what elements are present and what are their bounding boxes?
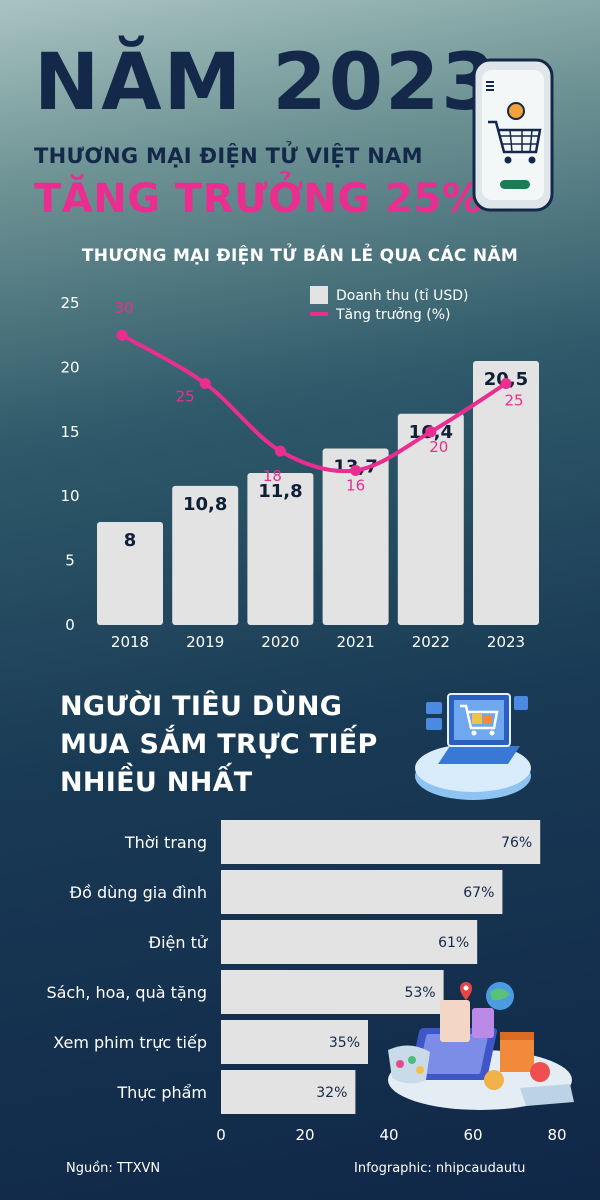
y-tick-label: 15 [60, 423, 79, 441]
growth-point [199, 378, 211, 389]
section2-title-line2: MUA SẮM TRỰC TIẾP [60, 729, 378, 760]
footer-credit: Infographic: nhipcaudautu [354, 1161, 526, 1176]
category-label: Sách, hoa, quà tặng [46, 983, 207, 1002]
growth-data-label: 25 [176, 388, 195, 406]
category-bar [221, 920, 478, 964]
revenue-bar [397, 413, 464, 625]
online-shopping-laptop-icon [415, 693, 531, 800]
main-title: NĂM 2023 [34, 38, 498, 128]
growth-point [350, 464, 362, 476]
revenue-bar [247, 473, 314, 625]
x-tick-label: 2018 [111, 633, 149, 651]
section2-title: NGƯỜI TIÊU DÙNG MUA SẮM TRỰC TIẾP NHIỀU … [60, 688, 420, 802]
x-tick-label: 2023 [487, 633, 525, 651]
ecommerce-shopping-icon [388, 982, 574, 1110]
growth-point [425, 426, 437, 438]
growth-data-label: 18 [263, 467, 282, 485]
legend-label-growth: Tăng trưởng (%) [335, 307, 450, 323]
category-label: Đồ dùng gia đình [70, 883, 207, 902]
category-bar [221, 1020, 368, 1064]
x-tick-label: 40 [379, 1126, 398, 1142]
subtitle: THƯƠNG MẠI ĐIỆN TỬ VIỆT NAM [34, 144, 423, 168]
category-data-label: 32% [316, 1085, 347, 1101]
x-tick-label: 60 [463, 1126, 482, 1142]
y-tick-label: 25 [60, 294, 79, 312]
growth-point [116, 329, 128, 341]
category-data-label: 35% [329, 1035, 360, 1051]
y-tick-label: 5 [65, 552, 75, 570]
revenue-data-label: 8 [124, 530, 137, 551]
growth-data-label: 20 [429, 438, 448, 456]
revenue-bar [322, 448, 389, 625]
chart1-title: THƯƠNG MẠI ĐIỆN TỬ BÁN LẺ QUA CÁC NĂM [81, 246, 519, 266]
revenue-data-label: 10,8 [183, 494, 227, 515]
category-data-label: 76% [501, 835, 532, 851]
x-tick-label: 2020 [261, 633, 299, 651]
growth-line [120, 333, 508, 474]
section2-title-line1: NGƯỜI TIÊU DÙNG [60, 691, 343, 722]
category-bar [221, 970, 444, 1014]
growth-data-label: 25 [504, 392, 523, 410]
category-data-label: 67% [463, 885, 494, 901]
x-tick-label: 0 [216, 1126, 226, 1142]
revenue-growth-chart: 0510152025810,811,813,716,420,5201820192… [60, 286, 539, 651]
growth-data-label: 16 [346, 476, 365, 494]
y-tick-label: 10 [60, 487, 79, 505]
revenue-bar [172, 485, 239, 625]
y-tick-label: 20 [60, 358, 79, 376]
y-tick-label: 0 [65, 616, 75, 634]
consumer-category-chart: Thời trang 76% Đồ dùng gia đình 67% Điện tử 6… [46, 820, 567, 1142]
footer-source: Nguồn: TTXVN [66, 1161, 161, 1176]
legend-swatch-revenue [310, 286, 328, 304]
category-label: Thời trang [124, 833, 207, 852]
revenue-bar [97, 521, 163, 625]
revenue-bar [473, 360, 539, 625]
x-tick-label: 2022 [412, 633, 450, 651]
x-tick-label: 20 [295, 1126, 314, 1142]
x-tick-label: 2019 [186, 633, 224, 651]
section2-title-line3: NHIỀU NHẤT [60, 767, 253, 798]
growth-data-label: 30 [114, 299, 133, 317]
shopping-phone-icon [472, 58, 554, 212]
legend-label-revenue: Doanh thu (tỉ USD) [336, 288, 468, 304]
category-bar [221, 820, 541, 864]
revenue-data-label: 11,8 [258, 481, 302, 502]
category-label: Thực phẩm [116, 1083, 207, 1102]
category-data-label: 53% [404, 985, 435, 1001]
growth-point [274, 445, 286, 457]
category-label: Xem phim trực tiếp [53, 1033, 207, 1052]
growth-point [500, 378, 512, 389]
growth-headline: TĂNG TRƯỞNG 25% [34, 176, 483, 222]
category-label: Điện tử [149, 933, 208, 952]
x-tick-label: 2021 [337, 633, 375, 651]
category-bar [221, 1070, 356, 1114]
category-bar [221, 870, 503, 914]
category-data-label: 61% [438, 935, 469, 951]
x-tick-label: 80 [547, 1126, 566, 1142]
